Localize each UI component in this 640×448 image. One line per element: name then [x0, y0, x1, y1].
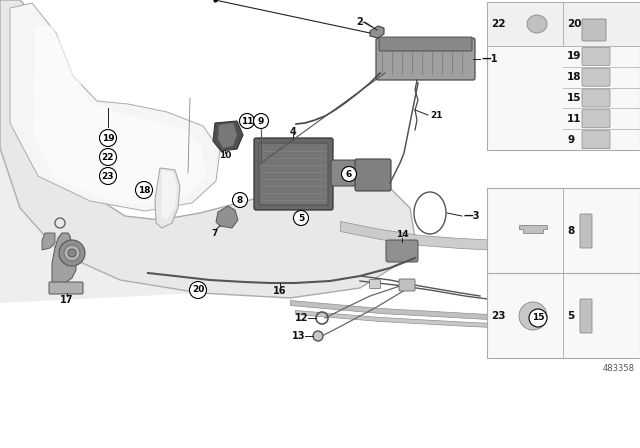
- Bar: [487, 2, 640, 46]
- FancyBboxPatch shape: [254, 138, 333, 210]
- Polygon shape: [161, 170, 177, 220]
- FancyBboxPatch shape: [582, 89, 610, 107]
- FancyBboxPatch shape: [582, 19, 606, 41]
- Text: 15: 15: [567, 93, 582, 103]
- Polygon shape: [42, 233, 55, 250]
- Polygon shape: [218, 123, 237, 148]
- Polygon shape: [0, 148, 200, 303]
- Circle shape: [253, 113, 269, 129]
- Text: 12: 12: [294, 313, 308, 323]
- Circle shape: [64, 245, 80, 261]
- FancyBboxPatch shape: [399, 279, 415, 291]
- FancyBboxPatch shape: [259, 143, 328, 205]
- Circle shape: [519, 302, 547, 330]
- Polygon shape: [519, 225, 547, 233]
- Polygon shape: [216, 206, 238, 228]
- FancyBboxPatch shape: [582, 131, 610, 149]
- Text: —1: —1: [481, 54, 497, 64]
- Text: 19: 19: [567, 52, 581, 61]
- Text: 19: 19: [102, 134, 115, 142]
- Text: 23: 23: [491, 311, 506, 321]
- Text: 11: 11: [567, 114, 582, 124]
- Ellipse shape: [527, 15, 547, 33]
- Text: 8: 8: [237, 195, 243, 204]
- Circle shape: [59, 240, 85, 266]
- Text: 8: 8: [567, 226, 574, 236]
- Circle shape: [99, 168, 116, 185]
- Text: 14: 14: [396, 229, 408, 238]
- Text: 4: 4: [290, 127, 296, 137]
- Circle shape: [239, 113, 255, 129]
- Text: 7: 7: [212, 228, 218, 237]
- Circle shape: [313, 331, 323, 341]
- Polygon shape: [33, 26, 205, 206]
- Circle shape: [136, 181, 152, 198]
- Text: 6: 6: [346, 169, 352, 178]
- Text: 483358: 483358: [603, 364, 635, 373]
- Circle shape: [232, 193, 248, 207]
- Polygon shape: [213, 121, 243, 151]
- FancyBboxPatch shape: [582, 68, 610, 86]
- Text: 5: 5: [567, 311, 574, 321]
- Text: 23: 23: [102, 172, 115, 181]
- FancyBboxPatch shape: [376, 38, 475, 80]
- FancyBboxPatch shape: [580, 214, 592, 248]
- Polygon shape: [155, 168, 180, 228]
- Text: 5: 5: [298, 214, 304, 223]
- Text: 2: 2: [356, 17, 363, 27]
- Circle shape: [99, 129, 116, 146]
- Circle shape: [529, 309, 547, 327]
- Polygon shape: [52, 233, 76, 286]
- Circle shape: [99, 148, 116, 165]
- Circle shape: [342, 167, 356, 181]
- FancyBboxPatch shape: [580, 299, 592, 333]
- Text: 9: 9: [567, 134, 574, 145]
- Text: 18: 18: [567, 72, 582, 82]
- Text: 16: 16: [273, 286, 287, 296]
- Bar: [487, 188, 640, 358]
- Polygon shape: [0, 0, 415, 298]
- Polygon shape: [10, 3, 220, 211]
- Text: —3: —3: [464, 211, 481, 221]
- FancyBboxPatch shape: [331, 160, 357, 186]
- Text: 10: 10: [219, 151, 231, 159]
- FancyBboxPatch shape: [582, 47, 610, 65]
- Text: 20: 20: [192, 285, 204, 294]
- FancyBboxPatch shape: [355, 159, 391, 191]
- Bar: [487, 2, 640, 150]
- FancyBboxPatch shape: [369, 280, 381, 289]
- Text: 21: 21: [430, 111, 442, 120]
- Text: 22: 22: [491, 19, 506, 29]
- Text: 13: 13: [291, 331, 305, 341]
- FancyBboxPatch shape: [582, 110, 610, 128]
- Circle shape: [68, 249, 76, 257]
- Circle shape: [294, 211, 308, 225]
- FancyBboxPatch shape: [386, 240, 418, 262]
- Text: 22: 22: [102, 152, 115, 161]
- Text: 15: 15: [532, 314, 544, 323]
- Polygon shape: [370, 26, 384, 38]
- Circle shape: [189, 281, 207, 298]
- Text: 9: 9: [258, 116, 264, 125]
- Text: 18: 18: [138, 185, 150, 194]
- FancyBboxPatch shape: [379, 37, 472, 51]
- Text: 20: 20: [567, 19, 582, 29]
- Text: 11: 11: [241, 116, 253, 125]
- FancyBboxPatch shape: [49, 282, 83, 294]
- Text: 17: 17: [60, 295, 74, 305]
